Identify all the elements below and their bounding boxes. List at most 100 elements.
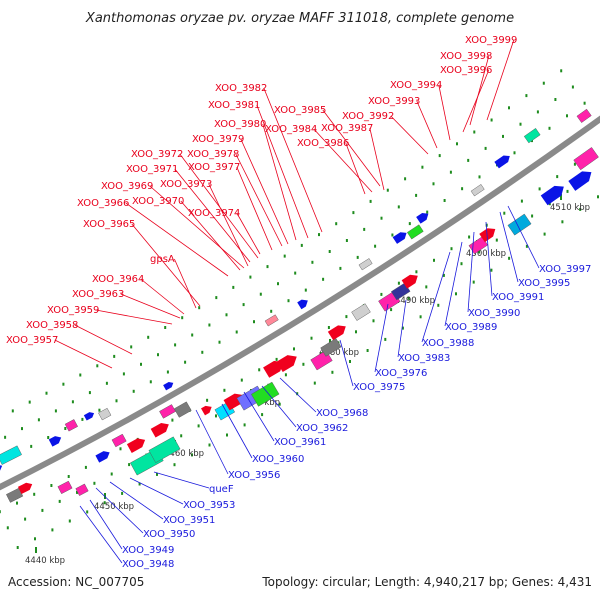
leader-line [390, 115, 429, 155]
gene-label-xoo_3960: XOO_3960 [252, 454, 304, 465]
gene-box [507, 213, 532, 236]
gene-label-xoo_3988: XOO_3988 [422, 338, 474, 349]
guide-dot [449, 170, 452, 174]
guide-dot [275, 357, 278, 361]
gene-arrow [392, 232, 407, 244]
guide-dot [266, 265, 269, 269]
guide-dot [450, 247, 453, 251]
guide-dot [293, 347, 295, 351]
gene-label-xoo_3983: XOO_3983 [398, 353, 450, 364]
guide-dot [37, 418, 40, 422]
leader-line [416, 100, 438, 149]
gene-label-xoo_3956: XOO_3956 [228, 470, 280, 481]
guide-dot [184, 360, 187, 364]
guide-dot [548, 126, 551, 130]
guide-dot [415, 193, 418, 197]
gene-arrow [327, 325, 346, 341]
guide-dot [45, 391, 48, 395]
guide-dot [128, 463, 131, 467]
guide-dot [242, 303, 245, 307]
guide-dot [461, 187, 464, 191]
gene-label-xoo_3991: XOO_3991 [492, 292, 544, 303]
gene-label-xoo_3984: XOO_3984 [265, 124, 317, 135]
guide-dot [473, 130, 476, 134]
label-leader-lines [54, 39, 540, 564]
leader-line [462, 69, 490, 133]
guide-dot [531, 214, 534, 218]
guide-dot [84, 465, 87, 469]
guide-dot [208, 443, 211, 447]
gene-label-xoo_3948: XOO_3948 [122, 559, 174, 570]
leader-line [95, 487, 144, 534]
gene-label-gpsa: gpsA [150, 254, 175, 265]
guide-dot [508, 106, 510, 110]
gene-label-xoo_3986: XOO_3986 [297, 138, 349, 149]
guide-dot [218, 340, 221, 344]
guide-dot [322, 277, 325, 281]
guide-dot [513, 151, 516, 155]
guide-dot [525, 94, 528, 98]
guide-dot [30, 444, 33, 448]
guide-dot [166, 370, 169, 374]
leader-line [263, 87, 323, 233]
guide-dot [455, 292, 457, 296]
leader-line [369, 127, 385, 191]
guide-dot [140, 362, 142, 366]
guide-dot [502, 134, 504, 138]
guide-dot [490, 268, 493, 272]
leader-line [236, 212, 261, 255]
guide-dot [519, 122, 522, 126]
guide-dot [538, 187, 541, 191]
gene-label-xoo_3978: XOO_3978 [187, 149, 239, 160]
guide-dot [352, 211, 355, 215]
gene-label-xoo_3982: XOO_3982 [215, 83, 267, 94]
genome-backbone [0, 115, 600, 491]
guide-dot [485, 223, 488, 227]
leader-line [129, 477, 184, 505]
gene-box [0, 445, 22, 465]
gene-arrow [126, 438, 146, 453]
guide-dot [28, 400, 31, 404]
leader-line [444, 241, 463, 327]
guide-dot [310, 336, 313, 340]
gene-label-xoo_3985: XOO_3985 [274, 105, 326, 116]
gene-box [57, 480, 73, 494]
gene-box [406, 224, 424, 240]
guide-dot [156, 472, 158, 476]
guide-dot [583, 101, 586, 105]
guide-dot [132, 389, 135, 393]
guide-dot [391, 233, 394, 237]
leader-line [195, 409, 229, 475]
gene-label-xoo_3953: XOO_3953 [183, 500, 235, 511]
guide-dot [542, 81, 545, 85]
guide-dot [397, 205, 400, 209]
guide-dot [243, 423, 246, 427]
gene-label-xoo_3972: XOO_3972 [131, 149, 183, 160]
gene-box [573, 147, 599, 171]
guide-dot [119, 447, 122, 451]
gene-arrow [263, 360, 284, 378]
gene-label-xoo_3994: XOO_3994 [390, 80, 442, 91]
gene-label-xoo_3998: XOO_3998 [440, 51, 492, 62]
guide-dot [525, 244, 528, 248]
guide-dot [113, 354, 116, 358]
guide-dot [79, 373, 82, 377]
gene-label-xoo_3949: XOO_3949 [122, 545, 174, 556]
guide-dot [331, 370, 334, 374]
guide-dot [164, 326, 167, 329]
gene-label-xoo_3987: XOO_3987 [321, 123, 373, 134]
guide-dot [261, 413, 264, 417]
gene-box [351, 303, 371, 321]
gene-label-xoo_3968: XOO_3968 [316, 408, 368, 419]
kbp-label: 4480 kbp [319, 348, 359, 358]
gene-box [470, 184, 485, 197]
guide-dot [105, 381, 108, 385]
gene-box [98, 407, 112, 421]
leader-line [174, 168, 251, 263]
guide-dot [442, 273, 445, 277]
gene-label-xoo_3959: XOO_3959 [47, 305, 99, 316]
leader-line [140, 278, 185, 315]
guide-dot [311, 260, 314, 264]
guide-dot [566, 189, 569, 193]
